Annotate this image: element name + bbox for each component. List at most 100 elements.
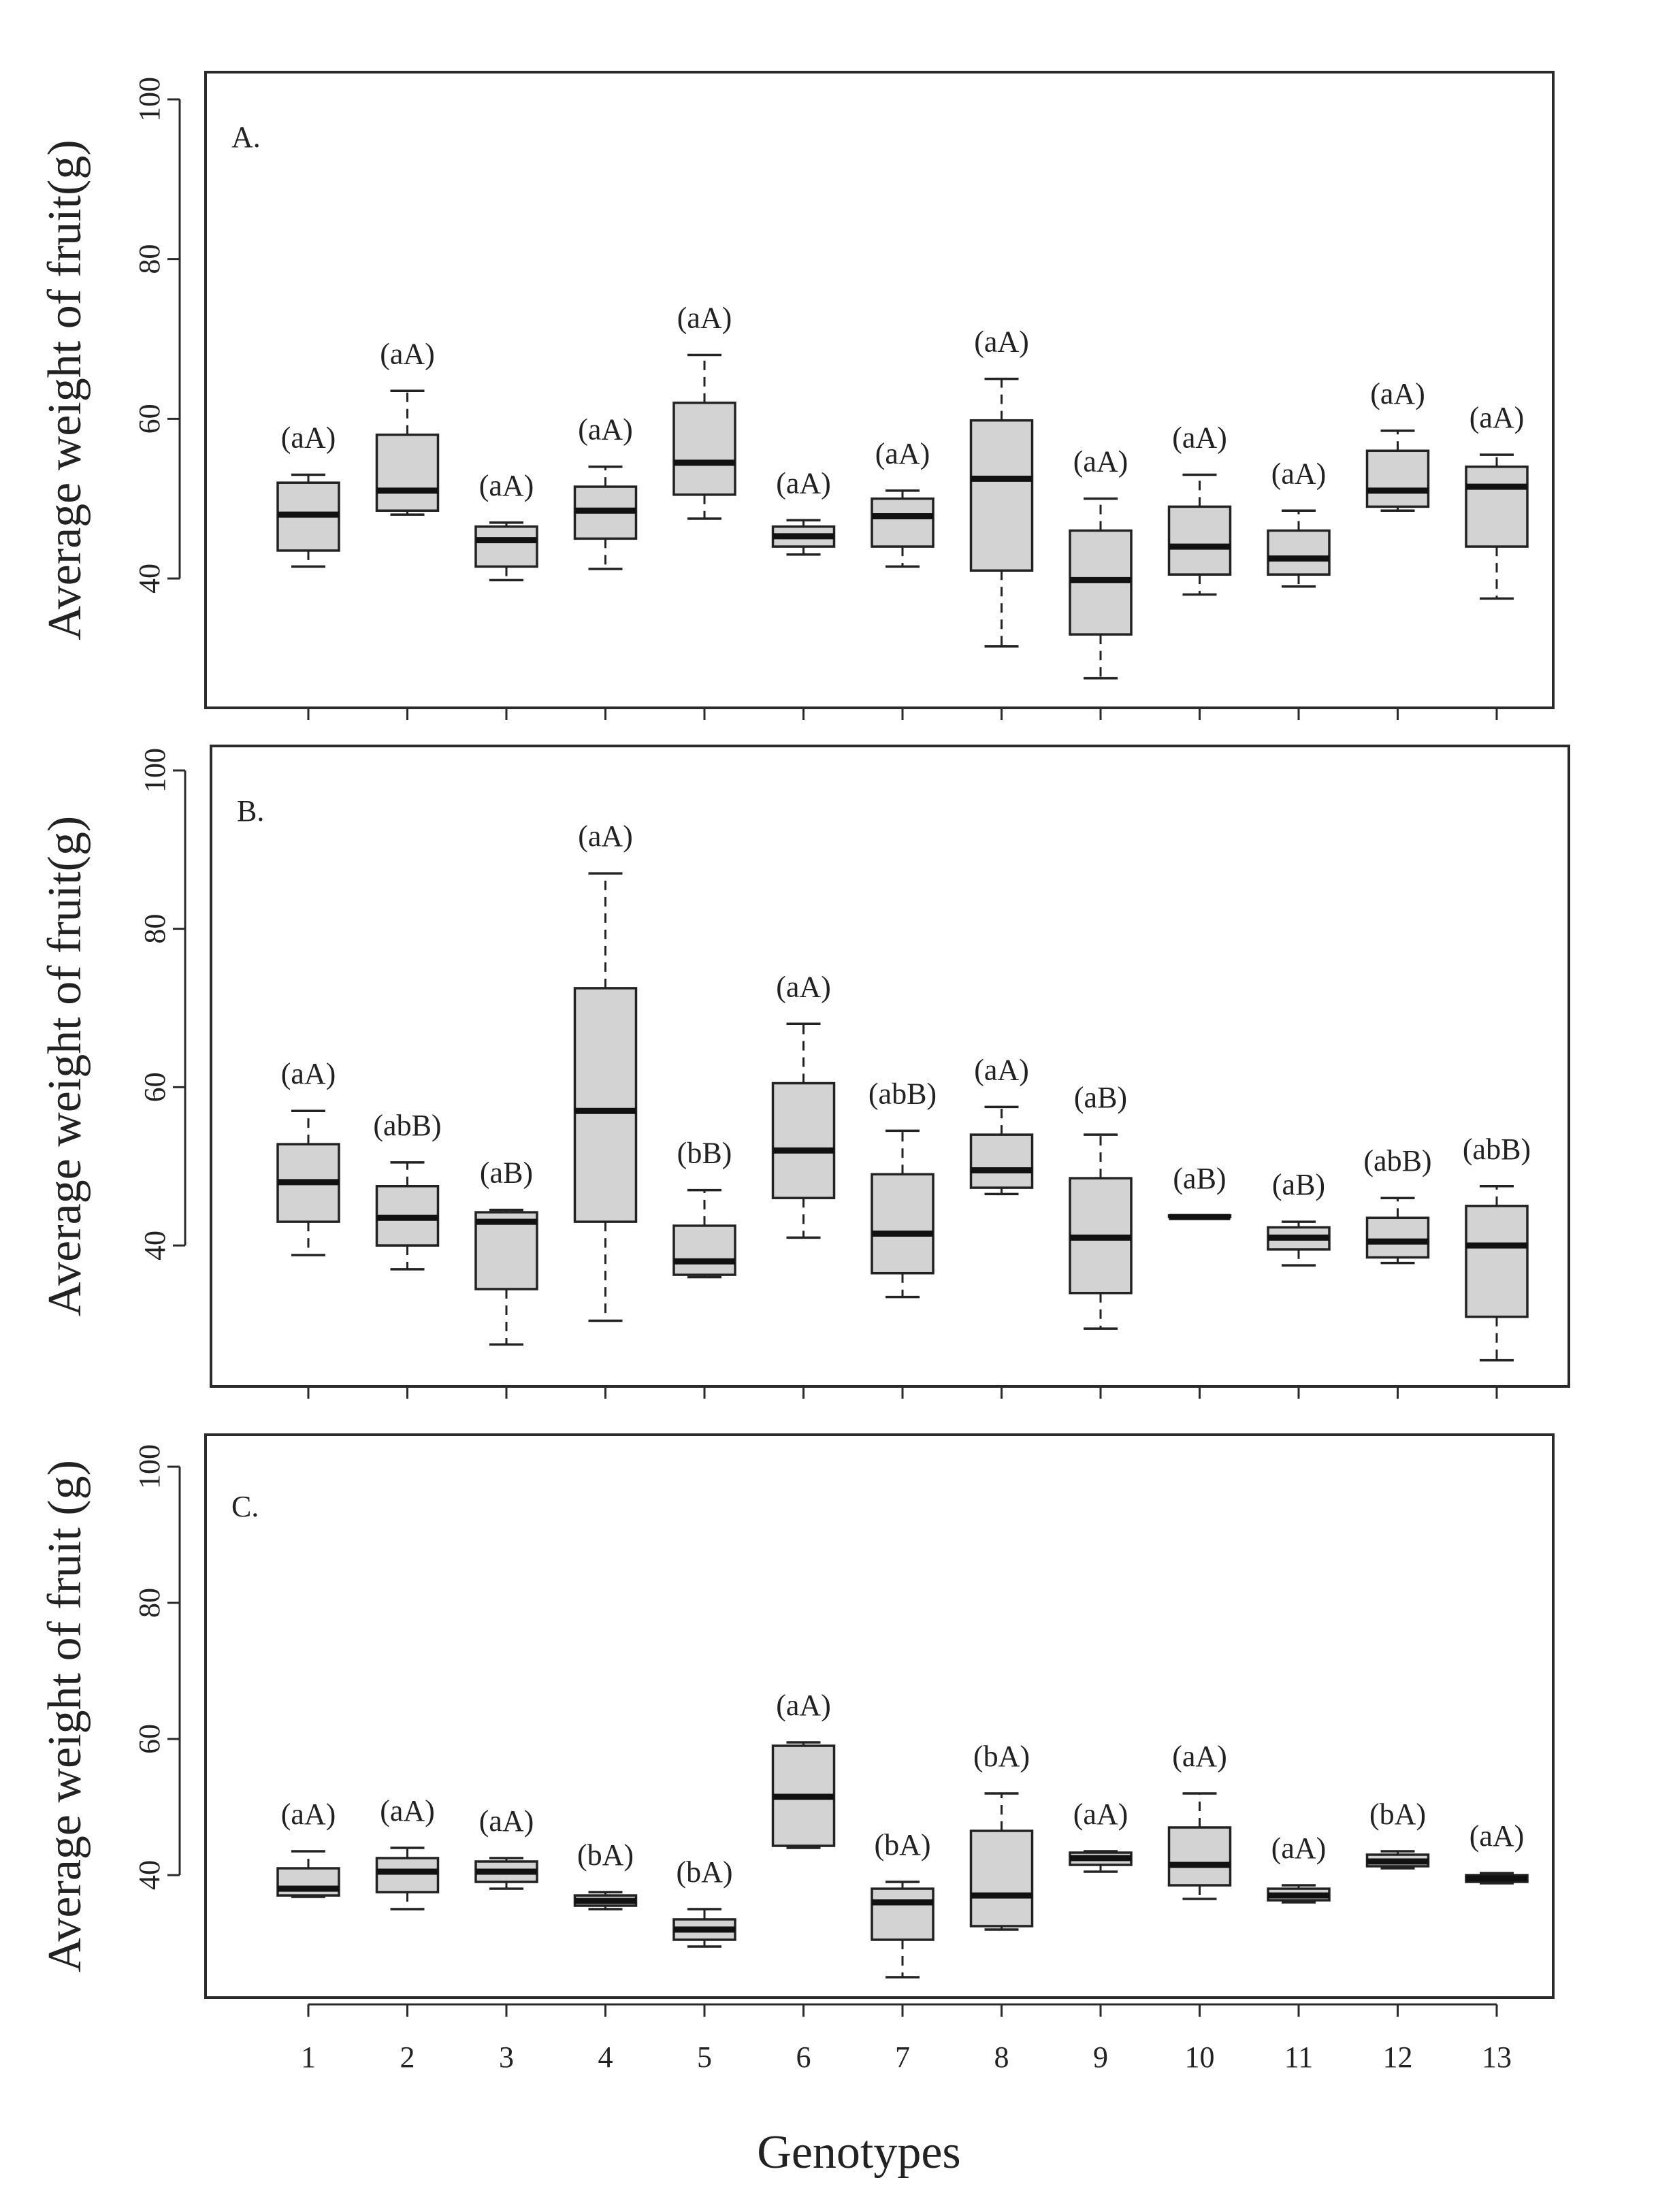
box-genotype-5: (bB) [672,1137,736,1279]
significance-letters: (bA) [1369,1798,1426,1831]
y-tick-label: 100 [133,1444,166,1489]
box-genotype-3: (aB) [474,1156,538,1346]
significance-letters: (aA) [974,325,1029,359]
panel-label: B. [237,794,264,828]
significance-letters: (aA) [776,970,831,1003]
significance-letters: (abB) [373,1109,441,1142]
x-tick-label: 6 [796,2040,811,2074]
significance-letters: (aB) [1272,1168,1325,1201]
iqr-box [871,497,935,548]
y-axis-title: Average weight of fruit (g) [39,1460,91,1972]
x-tick-label: 3 [499,2040,514,2074]
box-genotype-6: (aA) [771,466,836,556]
box-genotype-2: (aA) [375,337,440,516]
box-genotype-5: (bA) [672,1855,736,1948]
significance-letters: (aA) [578,413,633,446]
significance-letters: (aA) [1073,445,1128,478]
iqr-box [1365,1216,1430,1259]
box-genotype-10: (aA) [1167,1740,1232,1900]
box-genotype-12: (bA) [1365,1798,1430,1870]
iqr-box [375,1857,440,1893]
box-genotype-9: (aA) [1069,445,1133,680]
y-tick-label: 40 [138,1231,172,1260]
significance-letters: (aB) [1074,1081,1127,1114]
significance-letters: (aA) [380,337,435,370]
panel-2: 40 60 80 100 Average weight of fruit(g) B. (aA… [39,745,1570,1399]
iqr-box [771,1081,836,1199]
plot-frame [210,745,1570,1388]
significance-letters: (aA) [1172,1740,1227,1773]
iqr-box [1167,1826,1232,1887]
box-genotype-2: (abB) [373,1109,442,1271]
iqr-box [1465,465,1529,548]
box-genotype-8: (aA) [969,1053,1034,1196]
plot-frame [204,71,1555,709]
significance-letters: (aB) [1173,1162,1226,1195]
box-genotype-11: (aB) [1267,1168,1331,1267]
iqr-box [969,1133,1034,1189]
iqr-box [1365,449,1430,508]
y-tick-label: 100 [138,748,172,793]
box-genotype-10: (aA) [1167,421,1232,596]
iqr-box [969,1829,1034,1928]
box-genotype-4: (aA) [573,819,638,1322]
significance-letters: (bA) [973,1740,1030,1773]
y-axis-title: Average weight of fruit(g) [39,140,91,640]
significance-letters: (aA) [1370,377,1425,410]
plot-frame [204,1433,1555,1999]
box-genotype-6: (aA) [771,970,836,1239]
significance-letters: (bA) [676,1855,732,1889]
box-genotype-7: (abB) [868,1077,937,1299]
panel-label: C. [231,1490,259,1523]
box-genotype-11: (aA) [1267,457,1331,588]
significance-letters: (aA) [1271,457,1327,490]
box-genotype-6: (aA) [771,1689,836,1849]
y-tick-label: 40 [133,564,166,593]
significance-letters: (aA) [974,1053,1029,1086]
x-tick-label: 1 [301,2040,316,2074]
significance-letters: (bB) [677,1137,732,1170]
iqr-box [1465,1205,1529,1318]
box-genotype-13: (aA) [1465,1819,1529,1885]
box-genotype-2: (aA) [375,1794,440,1910]
box-genotype-12: (abB) [1363,1144,1432,1265]
y-tick-label: 80 [133,1588,166,1618]
iqr-box [1267,529,1331,576]
box-genotype-7: (aA) [871,437,935,568]
iqr-box [375,434,440,513]
y-tick-label: 40 [133,1860,166,1890]
iqr-box [1167,505,1232,576]
iqr-box [672,402,736,496]
significance-letters: (aA) [1073,1798,1128,1831]
significance-letters: (aA) [1469,401,1525,434]
box-genotype-11: (aA) [1267,1832,1331,1904]
iqr-box [871,1887,935,1941]
significance-letters: (bA) [874,1828,930,1861]
iqr-box [969,419,1034,572]
significance-letters: (aA) [776,1689,831,1722]
significance-letters: (aA) [281,1057,336,1090]
box-genotype-1: (aA) [276,421,340,568]
y-tick-label: 60 [133,404,166,434]
box-genotype-12: (aA) [1365,377,1430,513]
significance-letters: (aA) [380,1794,435,1827]
box-genotype-4: (bA) [573,1838,638,1910]
iqr-box [474,1211,538,1290]
significance-letters: (aA) [1271,1832,1327,1865]
significance-letters: (aA) [578,819,633,853]
significance-letters: (abB) [868,1077,937,1110]
significance-letters: (aA) [479,1804,534,1838]
box-genotype-1: (aA) [276,1798,340,1898]
significance-letters: (aA) [677,301,732,334]
box-genotype-13: (aA) [1465,401,1529,600]
significance-letters: (bA) [577,1838,634,1872]
iqr-box [672,1224,736,1276]
x-tick-label: 7 [895,2040,910,2074]
x-tick-label: 12 [1383,2040,1413,2074]
panel-label: A. [231,120,261,154]
y-axis-title: Average weight of fruit(g) [39,816,91,1316]
box-genotype-7: (bA) [871,1828,935,1979]
significance-letters: (aA) [281,1798,336,1831]
x-tick-label: 2 [400,2040,415,2074]
